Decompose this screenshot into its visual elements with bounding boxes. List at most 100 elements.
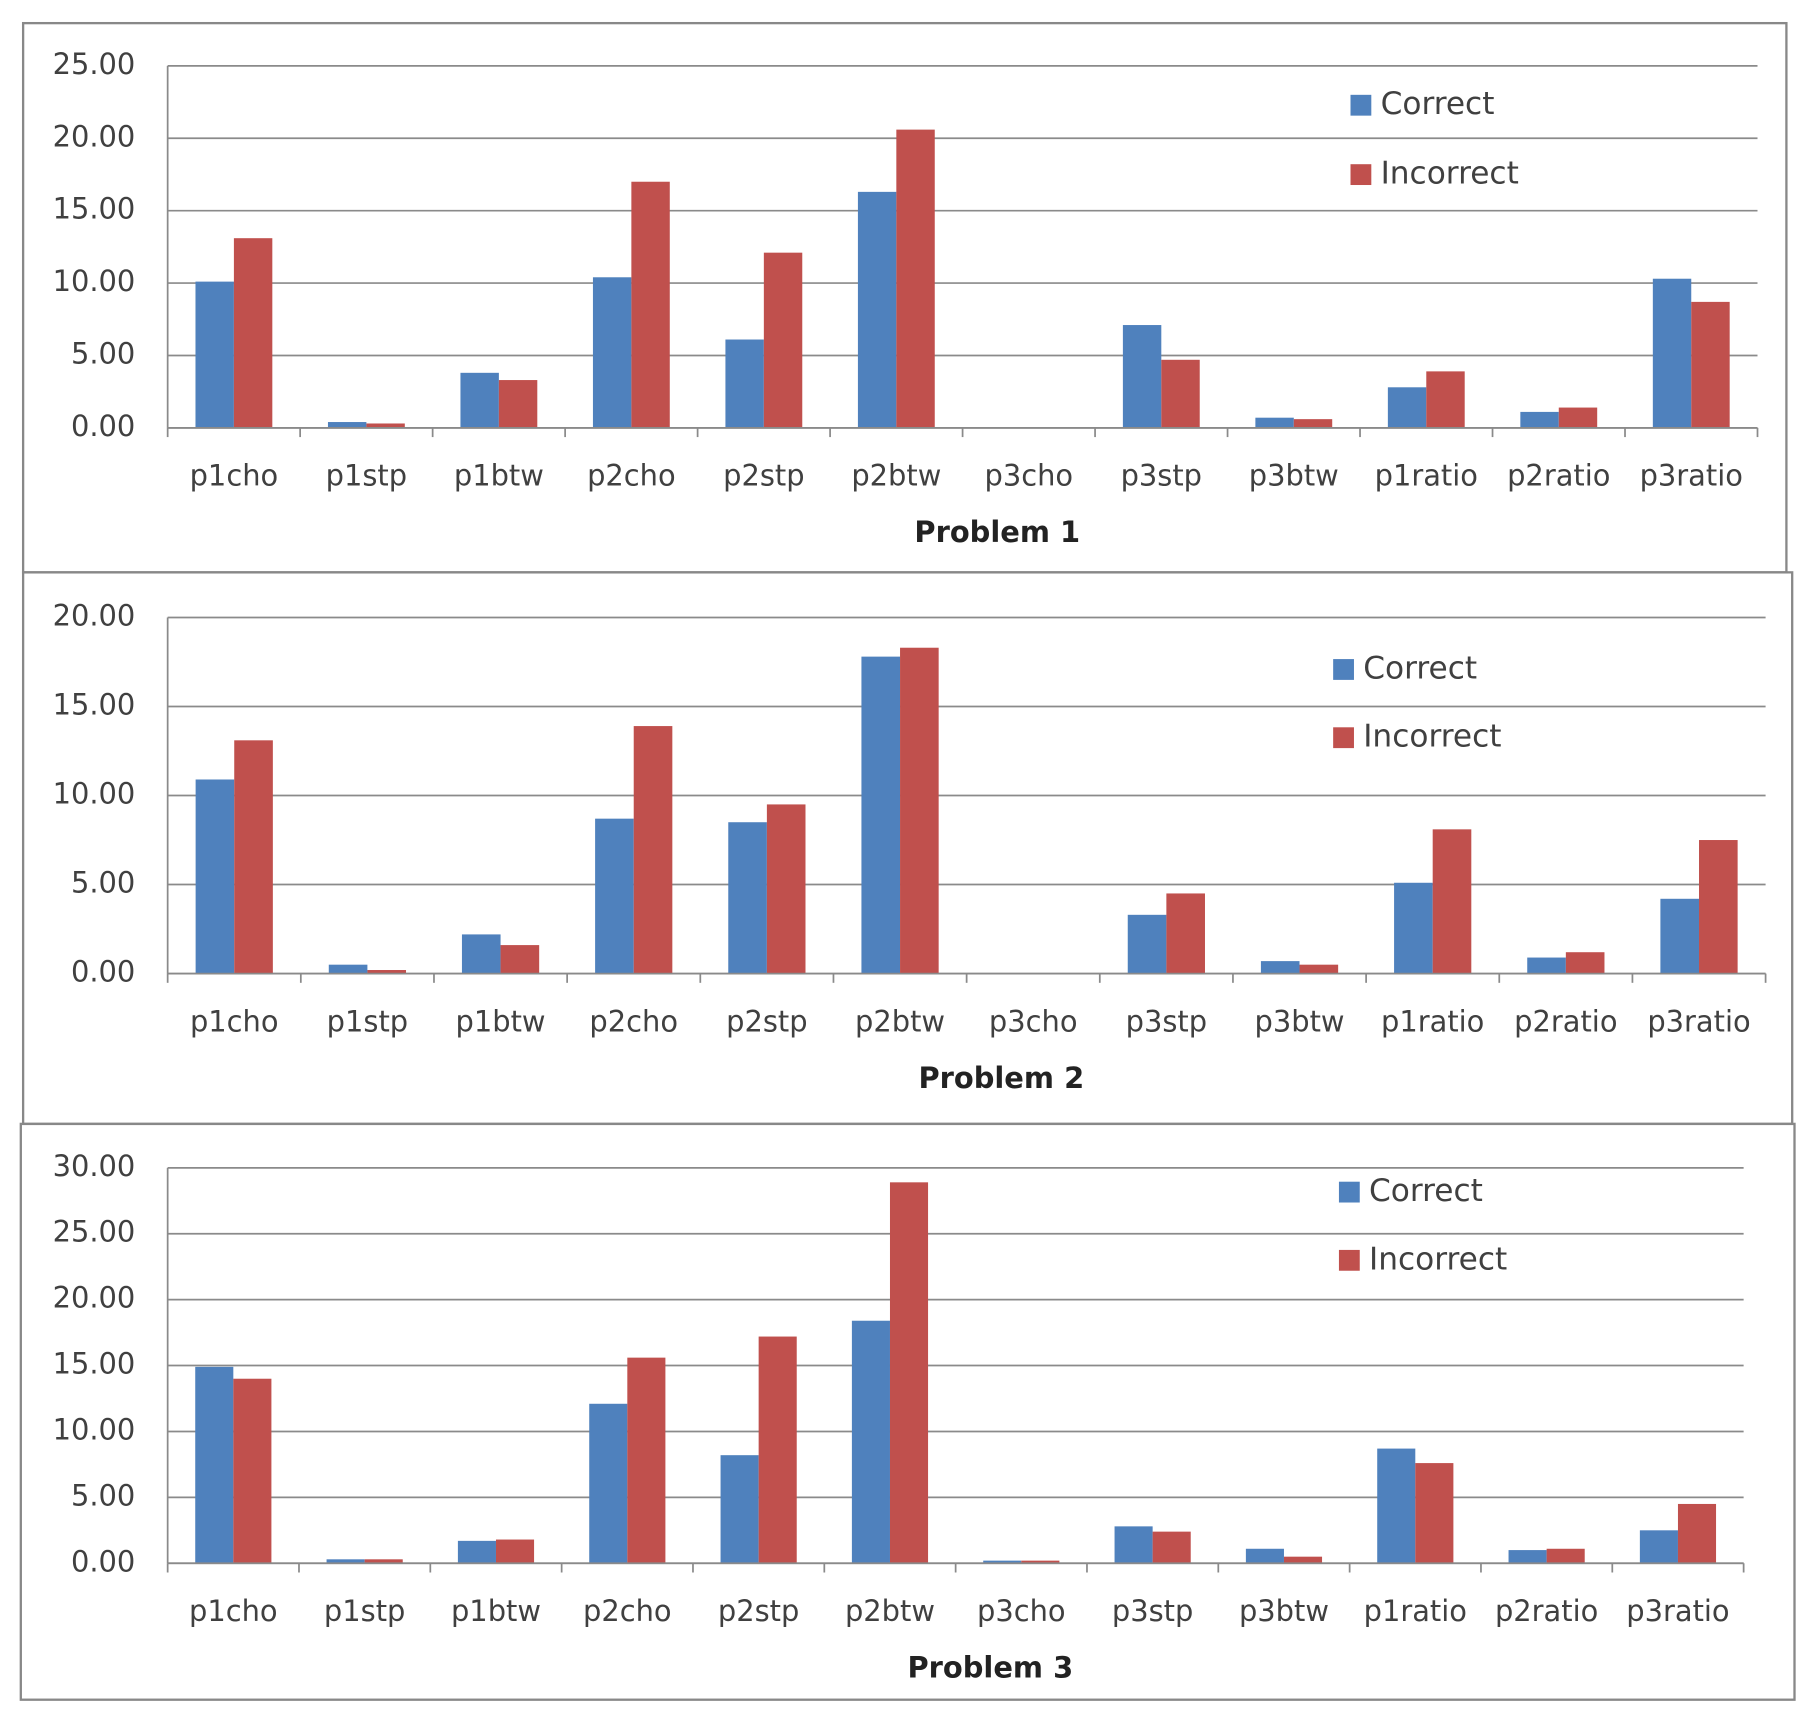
legend-label: Correct (1369, 1173, 1483, 1209)
bar (234, 740, 273, 974)
bar (1293, 419, 1333, 428)
x-tick-label: p1ratio (1364, 1594, 1467, 1628)
bar (195, 1366, 234, 1564)
x-tick-label: p3ratio (1626, 1594, 1729, 1628)
panel-frame (19, 1122, 1796, 1701)
bar (900, 647, 939, 974)
y-tick-label: 25.00 (53, 1215, 136, 1249)
bar (1508, 1550, 1547, 1564)
bar (1152, 1531, 1191, 1564)
bar (460, 372, 499, 428)
legend-label: Incorrect (1381, 156, 1519, 192)
y-tick-label: 5.00 (71, 866, 135, 900)
x-tick-label: p3cho (977, 1594, 1066, 1628)
x-tick-label: p2btw (855, 1004, 945, 1038)
bar (1520, 411, 1559, 428)
bar (457, 1540, 496, 1564)
bar (1377, 1448, 1416, 1564)
bar (631, 181, 670, 428)
bar (1166, 893, 1205, 974)
legend-label: Incorrect (1363, 719, 1501, 755)
bar (1299, 964, 1339, 974)
y-tick-label: 5.00 (71, 336, 135, 370)
y-tick-label: 15.00 (53, 1347, 136, 1381)
bar (592, 277, 632, 428)
bar (595, 818, 634, 974)
bar (1394, 882, 1433, 974)
bar (1565, 952, 1605, 974)
bar (1691, 301, 1730, 428)
bar (328, 964, 368, 974)
y-tick-label: 30.00 (53, 1149, 136, 1183)
x-tick-label: p2cho (583, 1594, 672, 1628)
bar (500, 945, 540, 974)
x-tick-label: p3btw (1249, 459, 1339, 493)
x-tick-label: p1ratio (1381, 1004, 1484, 1038)
y-tick-label: 20.00 (53, 598, 136, 632)
x-tick-label: p1btw (456, 1004, 546, 1038)
y-tick-label: 0.00 (71, 955, 135, 989)
bar (1245, 1548, 1284, 1564)
bar (851, 1320, 890, 1564)
x-tick-label: p3stp (1112, 1594, 1193, 1628)
bar (983, 1560, 1022, 1564)
bar (861, 656, 901, 974)
bar (1546, 1548, 1585, 1564)
bar (1255, 417, 1294, 428)
bar (1122, 325, 1162, 428)
x-tick-label: p1stp (326, 459, 407, 493)
legend-swatch (1333, 659, 1354, 680)
bar (1660, 898, 1700, 974)
bar (195, 779, 235, 974)
x-tick-label: p1stp (327, 1004, 408, 1038)
bar (1558, 407, 1598, 428)
legend-swatch (1350, 94, 1372, 116)
bar (1652, 278, 1692, 428)
x-tick-label: p2stp (723, 459, 804, 493)
bar (1260, 961, 1300, 974)
legend-swatch (1350, 164, 1372, 186)
y-tick-label: 10.00 (53, 1412, 136, 1446)
x-tick-label: p1ratio (1375, 459, 1478, 493)
legend-swatch (1338, 1249, 1360, 1271)
x-tick-label: p1stp (324, 1594, 405, 1628)
x-tick-label: p1cho (190, 459, 279, 493)
bar (1699, 840, 1738, 974)
x-tick-label: p2btw (845, 1594, 935, 1628)
bar (1527, 957, 1566, 974)
x-tick-label: p3btw (1239, 1594, 1329, 1628)
bar (889, 1182, 929, 1564)
bar (728, 822, 767, 974)
x-axis-title: Problem 3 (907, 1651, 1073, 1685)
bar (1639, 1530, 1678, 1564)
x-tick-label: p2cho (587, 459, 676, 493)
bar (495, 1539, 535, 1564)
y-tick-label: 20.00 (53, 1281, 136, 1315)
bar (1283, 1556, 1323, 1564)
bar (763, 252, 803, 428)
bar (364, 1559, 403, 1564)
bar (589, 1403, 628, 1564)
bar (233, 238, 273, 428)
bar (1387, 387, 1427, 428)
bar (896, 129, 935, 428)
legend-swatch (1338, 1181, 1360, 1203)
legend-swatch (1333, 727, 1354, 749)
bar (1415, 1463, 1454, 1564)
x-tick-label: p1btw (451, 1594, 541, 1628)
bar (498, 380, 538, 428)
bar (633, 726, 673, 974)
bar (725, 339, 764, 428)
legend-label: Correct (1381, 86, 1495, 122)
bar (1021, 1560, 1060, 1564)
bar (766, 804, 806, 974)
x-tick-label: p2ratio (1495, 1594, 1598, 1628)
x-tick-label: p2ratio (1514, 1004, 1617, 1038)
x-tick-label: p1cho (190, 1004, 279, 1038)
bar (1114, 1526, 1153, 1564)
bar (1127, 914, 1167, 974)
x-tick-label: p3stp (1126, 1004, 1207, 1038)
bar (367, 970, 407, 974)
bar (720, 1455, 759, 1564)
bar (758, 1336, 797, 1564)
